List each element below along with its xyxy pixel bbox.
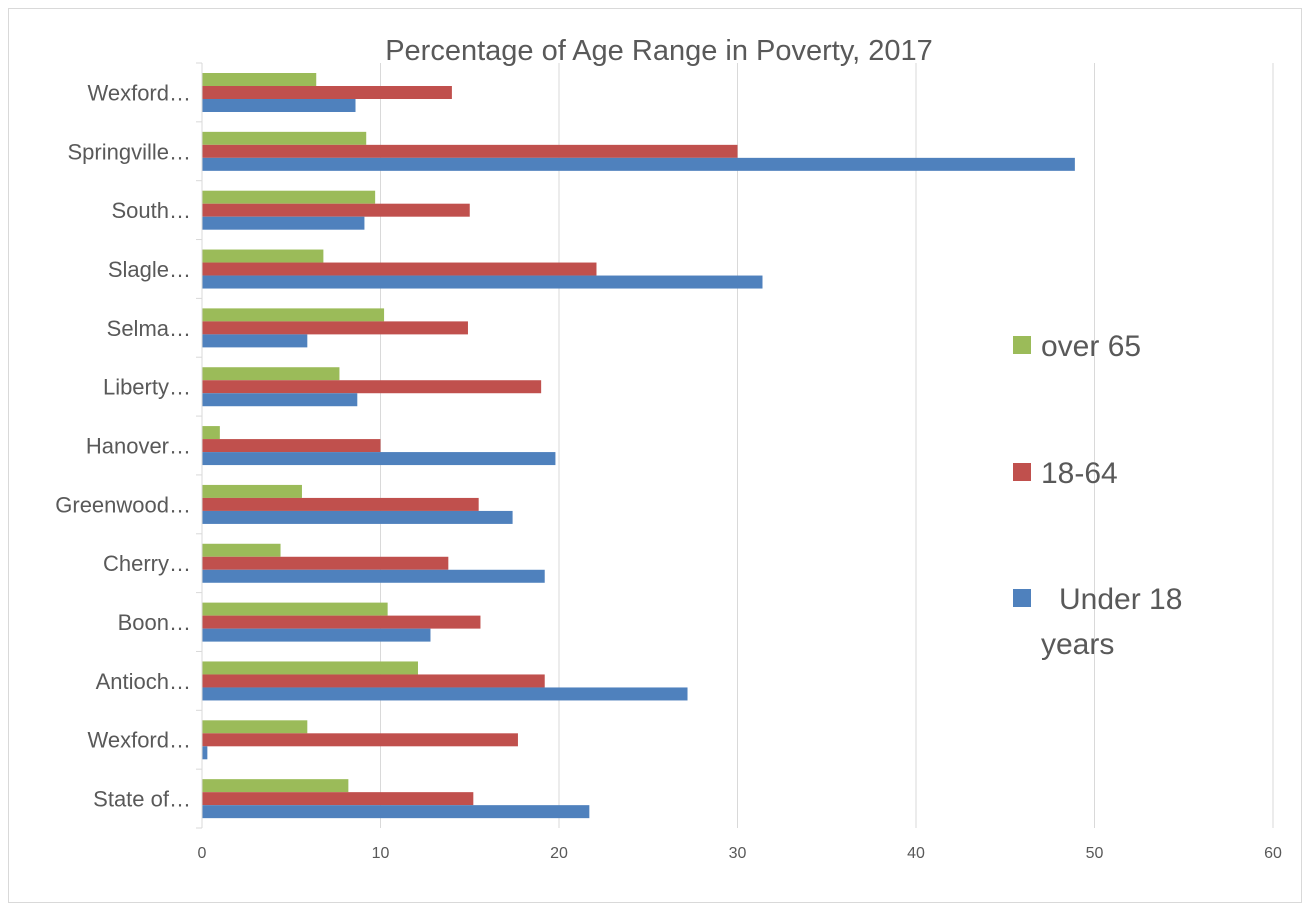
bar-over-65-1 [202, 131, 367, 145]
bar-18-64-12 [202, 792, 474, 806]
x-tick-label: 0 [198, 845, 207, 862]
bar-18-64-9 [202, 615, 481, 629]
bar-over-65-4 [202, 308, 385, 322]
bar-under-18-years-6 [202, 452, 556, 466]
x-tick-label: 40 [907, 845, 925, 862]
bar-18-64-5 [202, 380, 542, 394]
bar-18-64-4 [202, 321, 468, 335]
category-label: Springville… [68, 139, 192, 164]
category-label: Liberty… [103, 375, 191, 400]
legend: over 65 18-64 Under 18 years [1013, 330, 1182, 661]
x-tick-label: 20 [550, 845, 568, 862]
bar-18-64-2 [202, 203, 470, 217]
bar-18-64-8 [202, 556, 449, 570]
bar-over-65-12 [202, 779, 349, 793]
legend-label-under-18-years-line-2: years [1041, 628, 1114, 661]
x-tick-label: 60 [1264, 845, 1282, 862]
bar-under-18-years-0 [202, 99, 356, 112]
bar-under-18-years-1 [202, 157, 1075, 171]
legend-swatch-under-18-years [1013, 589, 1031, 607]
bar-18-64-3 [202, 262, 597, 276]
chart-title: Percentage of Age Range in Poverty, 2017 [385, 35, 933, 67]
bar-18-64-6 [202, 439, 381, 453]
bar-over-65-5 [202, 367, 340, 381]
bar-over-65-2 [202, 190, 376, 204]
bar-18-64-7 [202, 497, 479, 511]
bar-over-65-6 [202, 426, 220, 440]
category-label: Greenwood… [55, 492, 191, 517]
legend-label-under-18-years-line-1: Under 18 [1059, 583, 1182, 616]
bar-over-65-0 [202, 73, 317, 86]
legend-label-over-65: over 65 [1041, 330, 1141, 363]
bar-under-18-years-10 [202, 687, 688, 701]
category-label: State of… [93, 787, 191, 812]
category-label: Hanover… [86, 434, 191, 459]
bar-over-65-3 [202, 249, 324, 263]
bar-under-18-years-9 [202, 628, 431, 642]
bar-over-65-11 [202, 720, 308, 734]
category-label: Cherry… [103, 551, 191, 576]
x-tick-label: 10 [372, 845, 390, 862]
bar-under-18-years-5 [202, 393, 358, 407]
bar-under-18-years-12 [202, 805, 590, 819]
bar-under-18-years-8 [202, 569, 545, 583]
category-label: Wexford… [87, 728, 191, 753]
bar-under-18-years-11 [202, 746, 208, 760]
legend-swatch-18-64 [1013, 463, 1031, 481]
legend-swatch-over-65 [1013, 336, 1031, 354]
x-tick-label: 50 [1086, 845, 1104, 862]
category-label: Slagle… [108, 257, 191, 282]
bar-under-18-years-3 [202, 275, 763, 289]
grid-layer [380, 63, 1274, 828]
bar-18-64-0 [202, 86, 452, 99]
bar-over-65-10 [202, 661, 418, 675]
category-label: Antioch… [96, 669, 191, 694]
bar-over-65-7 [202, 484, 302, 498]
legend-label-18-64: 18-64 [1041, 457, 1118, 490]
axis-layer: 0 10 20 30 40 50 60 Wexford… Springville… South… S… [55, 62, 1282, 862]
category-label: Boon… [118, 610, 191, 635]
bars-layer [202, 73, 1075, 819]
x-tick-label: 30 [729, 845, 747, 862]
bar-under-18-years-4 [202, 334, 308, 348]
bar-under-18-years-2 [202, 216, 365, 230]
bar-over-65-9 [202, 602, 388, 616]
bar-18-64-1 [202, 144, 738, 158]
category-label: Wexford… [87, 80, 191, 105]
bar-under-18-years-7 [202, 510, 513, 524]
bar-18-64-11 [202, 733, 518, 747]
category-label: South… [112, 198, 192, 223]
category-label: Selma… [107, 316, 191, 341]
bar-over-65-8 [202, 543, 281, 557]
bar-18-64-10 [202, 674, 545, 688]
